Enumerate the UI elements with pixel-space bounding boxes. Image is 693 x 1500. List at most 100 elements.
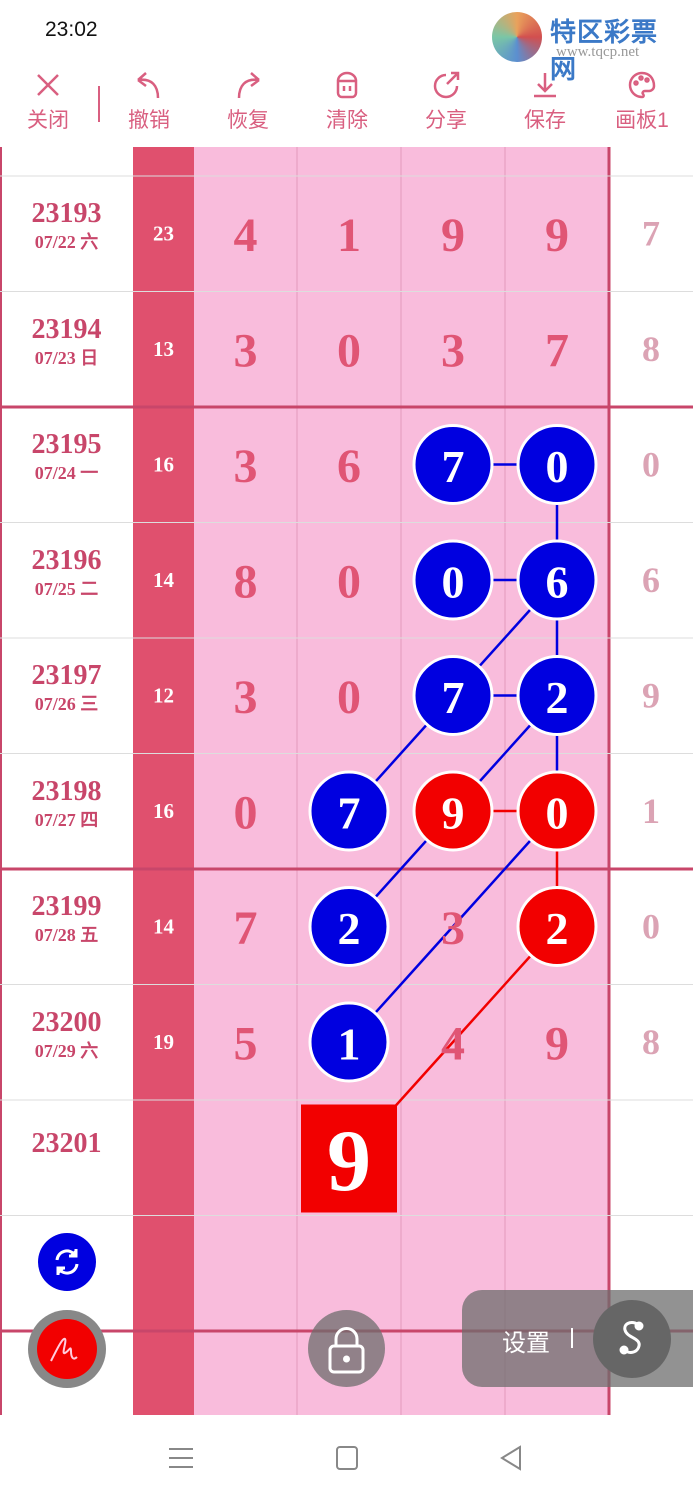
issue-number: 23197 [31,660,102,691]
undo-button[interactable]: 撤销 [109,64,189,134]
refresh-button[interactable] [38,1233,96,1291]
digit: 0 [337,671,361,724]
path-icon [619,1321,644,1355]
issue-number: 23196 [31,544,102,576]
trend-line [348,810,558,1043]
lock-icon [328,1327,365,1374]
sum-value: 16 [153,799,174,823]
path-button[interactable] [593,1300,671,1378]
issue-date: 07/29 六 [34,1040,99,1061]
back-icon[interactable] [498,1445,524,1471]
issue-number: 23195 [31,429,102,460]
settings-panel[interactable]: 设置 [462,1290,693,1387]
issue-number: 23193 [31,198,102,229]
share-icon [433,71,460,99]
number-circle-blue [412,539,494,621]
sum-value: 13 [153,337,174,361]
issue-number: 23194 [31,313,102,345]
trash-icon [336,71,358,99]
toolbar: 关闭 撤销 恢复 清除 分享 保存 画板1 [0,64,693,144]
pen-button[interactable] [28,1310,106,1388]
extra-digit: 9 [642,676,660,716]
clear-label: 清除 [326,109,368,132]
issue-cell: 23198 07/27 四 [0,776,133,832]
clear-button[interactable]: 清除 [307,64,387,134]
issue-cell: 23199 07/28 五 [0,891,133,947]
number-circle-blue [412,424,494,505]
number-circle-blue [308,1001,390,1083]
close-button[interactable]: 关闭 [8,64,88,134]
system-nav-bar [0,1415,693,1500]
digit-marked: 2 [338,903,361,954]
issue-number: 23199 [31,891,102,922]
issue-number: 23198 [31,775,102,807]
settings-label[interactable]: 设置 [502,1330,550,1357]
issue-date: 07/27 四 [34,809,99,830]
sum-value: 16 [153,453,174,477]
issue-cell: 23195 07/24 一 [0,429,133,485]
issue-cell: 23200 07/29 六 [0,1007,133,1063]
trend-grid[interactable]: 23 4 1 9 9 7 13 3 0 3 7 8 16 3 6 7 0 0 14 8 0 0 6 6 12 3 0 7 2 9 16 0 7 9… [0,147,693,1415]
issue-date: 07/23 日 [34,347,99,368]
issue-date: 07/26 三 [34,694,99,714]
extra-digit: 1 [642,791,660,831]
number-circle-blue [516,539,598,621]
digit: 0 [337,325,361,378]
sum-value: 14 [153,568,175,592]
save-label: 保存 [524,109,566,132]
save-button[interactable]: 保存 [505,64,585,134]
issue-date: 07/25 二 [34,578,99,599]
close-label: 关闭 [27,109,69,132]
extra-digit: 8 [642,1022,660,1062]
palette-button[interactable]: 画板1 [602,64,682,134]
number-circle-blue [516,424,598,505]
settings-divider [571,1328,573,1348]
prediction-digit: 9 [327,1113,371,1210]
watermark-name: 特区彩票网 [550,17,659,84]
watermark-url: www.tqcp.net [556,44,640,60]
number-circle-red [516,770,598,852]
sum-value: 14 [153,915,175,939]
palette-icon [628,71,656,99]
digit: 0 [234,787,258,840]
redo-icon [237,72,260,99]
digit-marked: 2 [546,903,569,954]
issue-date: 07/28 五 [34,925,99,945]
refresh-icon [55,1249,79,1275]
digit: 7 [234,902,258,955]
digit-marked: 6 [546,557,569,608]
redo-label: 恢复 [227,109,269,132]
number-circle-red [412,770,494,852]
digit: 3 [234,440,258,493]
extra-digit: 0 [642,907,660,947]
digit-marked: 0 [546,788,569,839]
grid-canvas[interactable]: 23 4 1 9 9 713 3 0 3 7 816 3 6 7 0 014 8 0 0 6 612 3 0 7 2 916 0 7 9… [0,147,693,1415]
issue-date: 07/24 一 [34,463,99,483]
digit-marked: 0 [442,557,465,608]
issue-cell: 23193 07/22 六 [0,198,133,254]
digit: 3 [234,671,258,724]
digit-marked: 2 [546,672,569,723]
issue-cell: 23194 07/23 日 [0,314,133,370]
issue-cell: 23201 [0,1128,133,1159]
digit: 5 [234,1018,258,1071]
number-circle-blue [412,655,494,736]
menu-icon[interactable] [168,1445,194,1471]
digit-marked: 7 [442,672,465,723]
sum-value: 12 [153,684,174,708]
digit: 8 [234,556,258,609]
number-circle-red [516,886,598,967]
close-icon [37,74,59,96]
digit: 9 [441,209,465,262]
issue-cell: 23197 07/26 三 [0,660,133,716]
digit: 1 [337,209,361,262]
digit: 3 [441,902,465,955]
home-icon[interactable] [334,1445,360,1471]
redo-button[interactable]: 恢复 [208,64,288,134]
pen-icon [37,1319,97,1379]
undo-label: 撤销 [128,109,170,132]
share-button[interactable]: 分享 [406,64,486,134]
lock-button[interactable] [308,1310,385,1387]
download-icon [534,73,556,98]
number-circle-blue [516,655,598,736]
